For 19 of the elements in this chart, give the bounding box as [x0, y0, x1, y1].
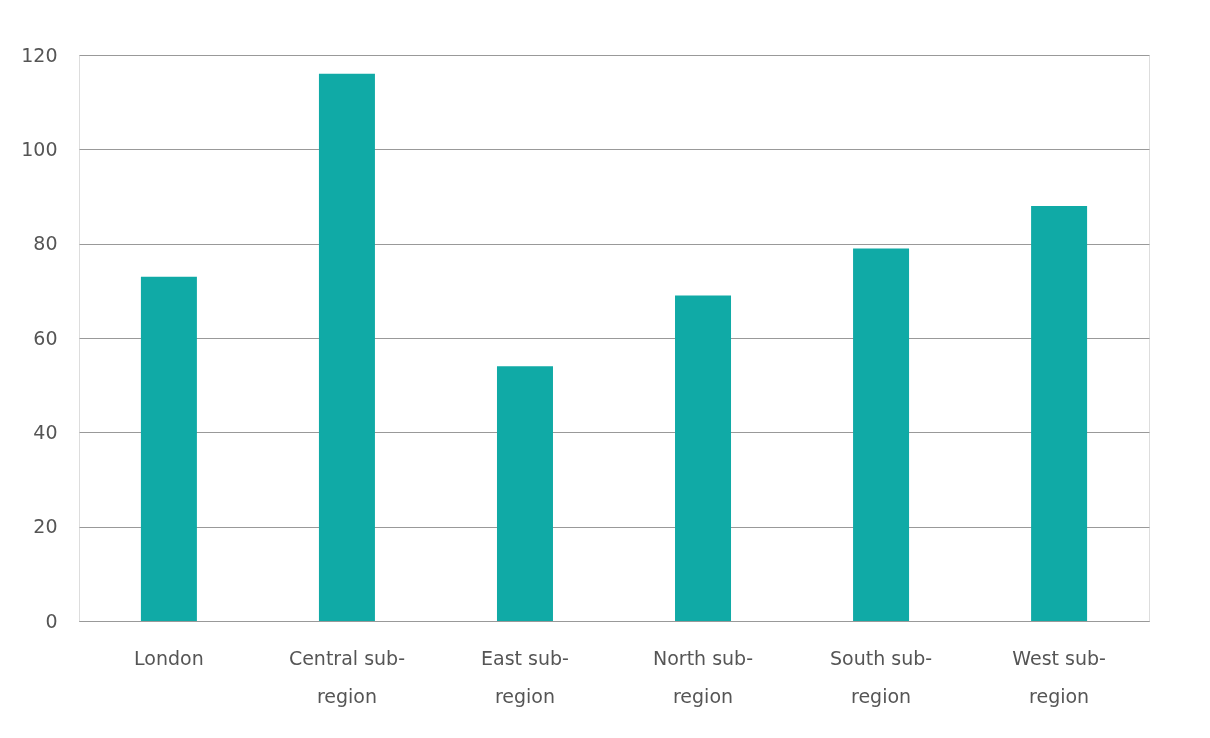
y-tick-label: 20 — [33, 515, 58, 538]
bar — [140, 276, 197, 621]
x-tick-label: Central sub-region — [288, 646, 405, 707]
y-tick-label: 80 — [33, 232, 58, 255]
x-tick-label: West sub-region — [1012, 646, 1106, 707]
y-tick-label: 120 — [21, 43, 58, 66]
bar — [318, 73, 375, 621]
y-tick-label: 40 — [33, 420, 58, 443]
bar — [675, 295, 732, 621]
x-tick-label: North sub-region — [652, 646, 754, 707]
y-tick-label: 60 — [33, 326, 58, 349]
y-tick-label: 0 — [45, 609, 58, 632]
x-tick-label: South sub-region — [829, 646, 933, 707]
bar — [853, 248, 910, 621]
x-tick-label: East sub-region — [481, 646, 569, 707]
bar — [1031, 205, 1088, 621]
y-tick-label: 100 — [21, 137, 58, 160]
bar — [496, 366, 553, 621]
x-tick-label: London — [134, 646, 204, 669]
